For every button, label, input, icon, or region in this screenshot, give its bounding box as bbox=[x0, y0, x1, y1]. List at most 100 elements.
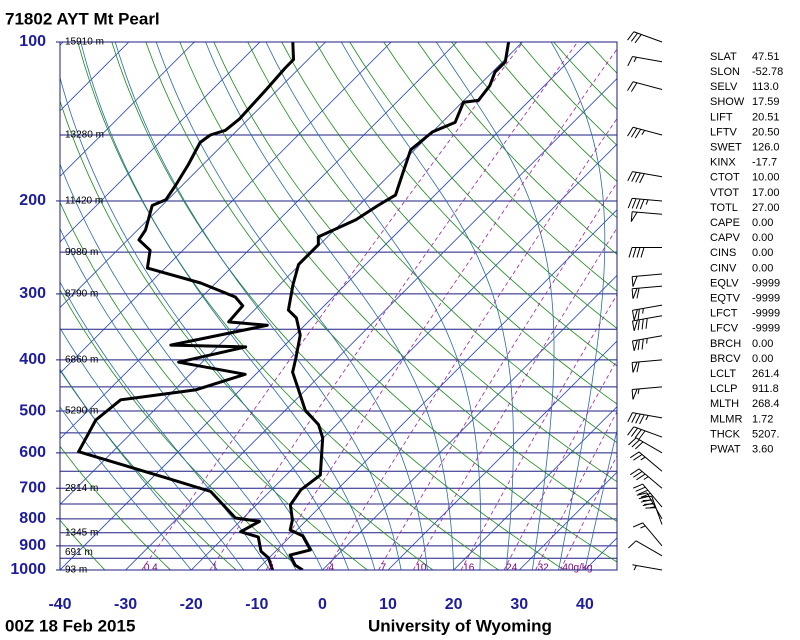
index-label: SLON bbox=[710, 66, 740, 78]
index-value: -9999 bbox=[752, 293, 780, 305]
height-label: 15910 m bbox=[65, 37, 104, 48]
index-label: VTOT bbox=[710, 187, 739, 199]
index-label: LFTV bbox=[710, 126, 738, 138]
moist-adiabat bbox=[265, 42, 482, 570]
isotherm bbox=[518, 471, 617, 570]
index-label: BRCV bbox=[710, 353, 741, 365]
height-label: 8790 m bbox=[65, 289, 98, 300]
y-tick-label: 600 bbox=[19, 444, 46, 461]
dry-adiabat bbox=[179, 42, 617, 523]
index-label: CTOT bbox=[710, 172, 740, 184]
mixing-ratio-line bbox=[209, 42, 578, 570]
index-value: 27.00 bbox=[752, 202, 780, 214]
index-value: 911.8 bbox=[752, 383, 779, 395]
index-label: CAPE bbox=[710, 217, 740, 229]
dry-adiabat bbox=[60, 201, 368, 570]
x-tick-label: -10 bbox=[245, 596, 268, 613]
y-tick-label: 1000 bbox=[10, 561, 46, 578]
dry-adiabat bbox=[247, 42, 617, 444]
mixing-ratio-line bbox=[503, 359, 617, 570]
index-value: -52.78 bbox=[752, 66, 783, 78]
wind-barb bbox=[631, 304, 663, 321]
isotherm bbox=[256, 209, 617, 570]
moist-adiabat bbox=[205, 42, 454, 570]
wind-barb bbox=[627, 197, 663, 210]
index-label: LCLP bbox=[710, 383, 738, 395]
index-label: EQTV bbox=[710, 293, 741, 305]
wind-barb bbox=[631, 315, 663, 331]
mixing-ratio-line bbox=[378, 181, 617, 570]
index-label: LCLT bbox=[710, 368, 736, 380]
moist-adiabat bbox=[584, 428, 617, 570]
x-tick-label: 20 bbox=[445, 596, 463, 613]
mixing-ratio-line bbox=[412, 227, 617, 570]
wind-barb bbox=[636, 492, 663, 520]
mixing-ratio-label: 4 bbox=[328, 563, 334, 574]
dry-adiabat bbox=[383, 42, 617, 292]
moist-adiabat bbox=[60, 76, 350, 570]
index-label: PWAT bbox=[710, 444, 741, 456]
index-label: SLAT bbox=[710, 51, 737, 63]
index-value: 0.00 bbox=[752, 262, 773, 274]
wind-barb bbox=[632, 564, 663, 571]
date-label: 00Z 18 Feb 2015 bbox=[5, 616, 135, 635]
wind-barb bbox=[627, 56, 663, 67]
wind-barb bbox=[632, 522, 663, 547]
x-tick-label: 40 bbox=[576, 596, 594, 613]
moist-adiabat bbox=[60, 406, 192, 570]
isotherm bbox=[60, 42, 261, 243]
x-tick-label: 10 bbox=[379, 596, 397, 613]
dry-adiabat bbox=[145, 42, 617, 563]
dry-adiabat bbox=[60, 289, 303, 570]
y-tick-label: 400 bbox=[19, 351, 46, 368]
index-label: BRCH bbox=[710, 338, 741, 350]
index-value: 17.00 bbox=[752, 187, 780, 199]
plot-frame bbox=[59, 41, 618, 571]
index-label: LFCV bbox=[710, 323, 739, 335]
y-tick-label: 800 bbox=[19, 510, 46, 527]
index-value: 0.00 bbox=[752, 247, 773, 259]
wind-barb bbox=[627, 426, 663, 440]
index-label: LFCT bbox=[710, 308, 738, 320]
mixing-ratio-label: 7 bbox=[381, 563, 387, 574]
index-value: -9999 bbox=[752, 308, 780, 320]
isotherm bbox=[60, 42, 392, 374]
index-value: 0.00 bbox=[752, 217, 773, 229]
wind-barb bbox=[627, 81, 663, 92]
x-tick-label: -20 bbox=[180, 596, 203, 613]
isotherm bbox=[453, 406, 617, 570]
index-value: 10.00 bbox=[752, 172, 780, 184]
index-value: 3.60 bbox=[752, 444, 773, 456]
index-label: LIFT bbox=[710, 111, 733, 123]
wind-barb bbox=[628, 246, 662, 258]
index-value: 20.51 bbox=[752, 111, 780, 123]
moist-adiabat bbox=[60, 227, 297, 570]
wind-barb bbox=[627, 171, 663, 184]
wind-barb bbox=[631, 273, 663, 287]
y-tick-label: 500 bbox=[19, 402, 46, 419]
wind-barb bbox=[630, 211, 663, 222]
isotherm bbox=[60, 42, 195, 177]
height-label: 5290 m bbox=[65, 406, 98, 417]
height-label: 93 m bbox=[65, 565, 87, 576]
wind-barb bbox=[628, 437, 663, 454]
isotherm bbox=[387, 340, 617, 570]
wind-barb bbox=[631, 335, 663, 351]
index-value: 261.4 bbox=[752, 368, 780, 380]
x-tick-label: 30 bbox=[510, 596, 528, 613]
wind-barb bbox=[630, 468, 663, 489]
isotherm bbox=[125, 78, 617, 570]
y-tick-label: 200 bbox=[19, 192, 46, 209]
index-value: 268.4 bbox=[752, 398, 780, 410]
moist-adiabat bbox=[550, 42, 606, 570]
index-value: -17.7 bbox=[752, 157, 777, 169]
moist-adiabat bbox=[155, 42, 428, 570]
wind-barb bbox=[627, 126, 663, 139]
height-label: 9980 m bbox=[65, 247, 98, 258]
dry-adiabat bbox=[349, 42, 617, 329]
index-label: CINS bbox=[710, 247, 736, 259]
index-value: 0.00 bbox=[752, 232, 773, 244]
index-value: -9999 bbox=[752, 277, 780, 289]
y-tick-label: 900 bbox=[19, 537, 46, 554]
